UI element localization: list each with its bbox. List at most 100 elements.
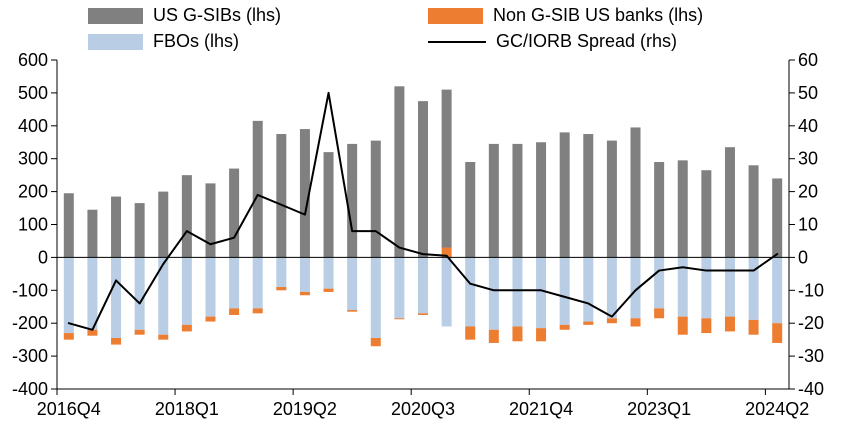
left-axis-label: -200 [12, 313, 48, 333]
bar-gsib [323, 152, 334, 258]
bar-fbo [229, 257, 240, 309]
bar-non-gsib [465, 326, 476, 340]
bar-gsib [347, 143, 358, 258]
bar-gsib [654, 161, 665, 258]
bar-fbo [370, 257, 381, 339]
bar-gsib [748, 165, 759, 258]
bar-non-gsib [181, 324, 192, 332]
x-axis-label: 2024Q2 [745, 399, 809, 419]
bar-fbo [465, 257, 476, 327]
bar-non-gsib [536, 328, 547, 342]
bar-gsib [536, 142, 547, 258]
bar-gsib [512, 143, 523, 258]
bar-gsib [111, 196, 122, 258]
left-axis-label: 300 [18, 149, 48, 169]
bar-fbo [111, 257, 122, 339]
bar-gsib [229, 168, 240, 258]
x-axis-label: 2016Q4 [37, 399, 101, 419]
bar-non-gsib [370, 338, 381, 347]
x-axis-label: 2020Q3 [391, 399, 455, 419]
left-axis-label: -400 [12, 379, 48, 399]
right-axis-label: 60 [798, 50, 818, 70]
bar-fbo [158, 257, 169, 335]
bar-fbo [276, 257, 287, 288]
bar-fbo [748, 257, 759, 320]
left-axis-label: -300 [12, 346, 48, 366]
legend-item-non-gsib: Non G-SIB US banks (lhs) [428, 4, 703, 27]
bar-non-gsib [276, 287, 287, 291]
fbo-legend-label: FBOs (lhs) [153, 31, 240, 51]
x-axis-label: 2021Q4 [509, 399, 573, 419]
left-axis-label: 500 [18, 83, 48, 103]
bar-fbo [205, 257, 216, 317]
bar-gsib [701, 170, 712, 258]
legend-column-left: US G-SIBs (lhs) FBOs (lhs) [88, 4, 281, 53]
left-axis-label: 600 [18, 50, 48, 70]
bar-gsib [418, 101, 428, 258]
bar-fbo [181, 257, 192, 325]
bar-non-gsib [63, 333, 74, 340]
bar-gsib [134, 203, 145, 258]
left-axis-label: 100 [18, 215, 48, 235]
bar-non-gsib [87, 329, 98, 336]
bar-fbo [87, 257, 98, 330]
bar-non-gsib [323, 288, 334, 292]
bar-fbo [724, 257, 735, 317]
right-axis-label: 10 [798, 215, 818, 235]
gsib-legend-label: US G-SIBs (lhs) [153, 5, 282, 25]
bar-gsib [276, 134, 287, 258]
gsib-legend-swatch [88, 7, 143, 24]
bar-gsib [724, 147, 735, 258]
bar-fbo [559, 257, 570, 325]
bar-fbo [441, 257, 452, 327]
bars-group [63, 86, 783, 347]
bar-fbo [299, 257, 310, 292]
bar-non-gsib [134, 329, 145, 335]
bar-fbo [630, 257, 641, 319]
bar-gsib [252, 120, 263, 258]
bar-fbo [134, 257, 145, 330]
bar-non-gsib [583, 321, 594, 325]
bar-gsib [87, 209, 98, 258]
bar-non-gsib [158, 334, 169, 340]
x-axis-label: 2019Q2 [273, 399, 337, 419]
bar-non-gsib [418, 313, 428, 315]
bar-non-gsib [724, 316, 735, 332]
bar-gsib [488, 143, 499, 258]
bar-non-gsib [441, 247, 452, 258]
bar-fbo [677, 257, 688, 317]
bar-fbo [701, 257, 712, 319]
right-axis-label: 50 [798, 83, 818, 103]
bar-non-gsib [559, 324, 570, 330]
left-axis-label: 0 [38, 247, 48, 267]
legend-item-fbo: FBOs (lhs) [88, 30, 281, 53]
non-gsib-legend-label: Non G-SIB US banks (lhs) [493, 5, 704, 25]
right-axis-label: -20 [798, 313, 824, 333]
bar-non-gsib [229, 308, 240, 315]
bar-non-gsib [748, 319, 759, 335]
bar-non-gsib [606, 318, 617, 324]
non-gsib-legend-swatch [428, 7, 483, 24]
x-axis-label: 2018Q1 [155, 399, 219, 419]
bar-gsib [63, 193, 74, 258]
right-axis-label: -40 [798, 379, 824, 399]
bar-non-gsib [772, 323, 783, 343]
bar-gsib [370, 140, 381, 258]
bar-non-gsib [630, 318, 641, 327]
bar-gsib [465, 161, 476, 258]
bar-fbo [323, 257, 334, 289]
bar-gsib [772, 178, 783, 258]
bar-fbo [418, 257, 428, 314]
bar-non-gsib [512, 326, 523, 342]
bar-gsib [394, 86, 405, 258]
bar-non-gsib [299, 291, 310, 296]
bar-fbo [772, 257, 783, 324]
bar-non-gsib [677, 316, 688, 335]
bar-fbo [394, 257, 405, 319]
bar-gsib [559, 132, 570, 258]
bar-gsib [583, 134, 594, 258]
legend-item-spread: GC/IORB Spread (rhs) [428, 30, 703, 53]
left-axis-label: 400 [18, 116, 48, 136]
